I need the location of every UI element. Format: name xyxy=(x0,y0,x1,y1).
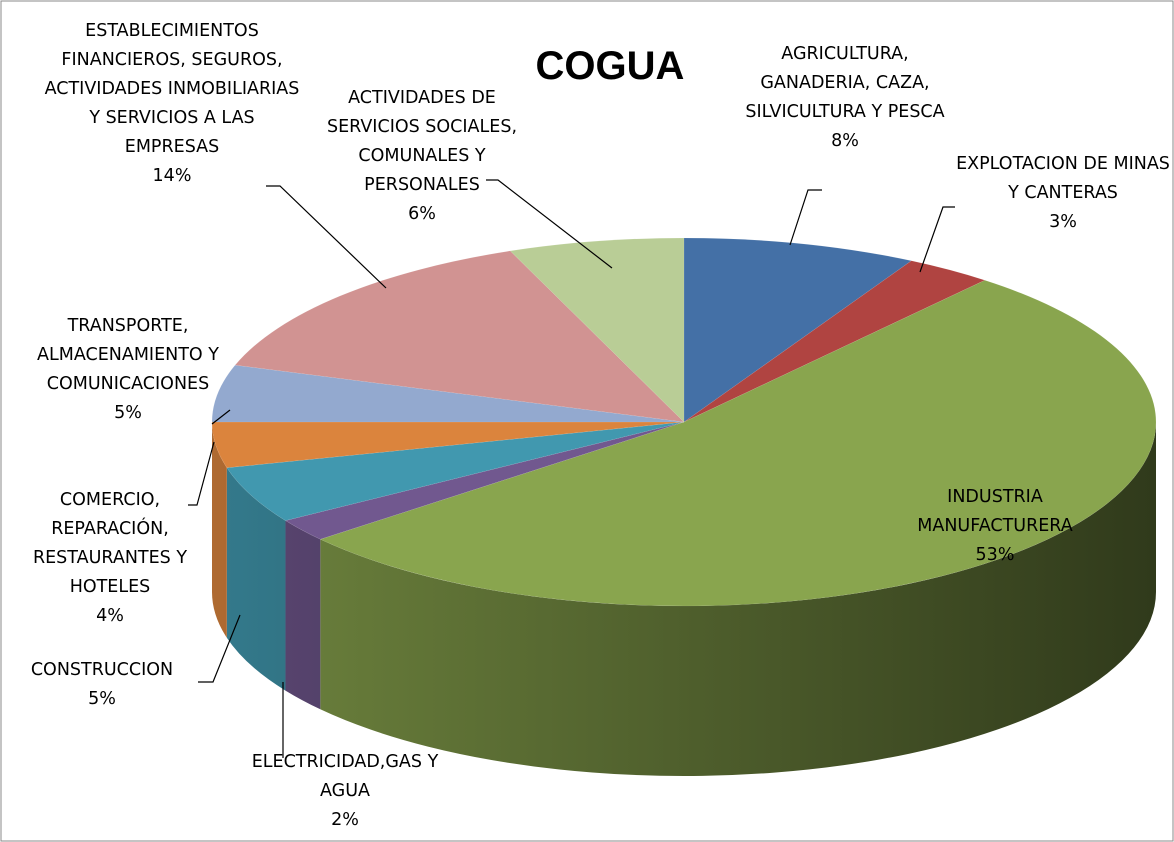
data-label: CONSTRUCCION 5% xyxy=(2,656,202,714)
category-label: EXPLOTACION DE MINAS Y CANTERAS xyxy=(956,154,1170,203)
category-label: ACTIVIDADES DE SERVICIOS SOCIALES, COMUN… xyxy=(326,88,518,195)
data-label: AGRICULTURA, GANADERIA, CAZA, SILVICULTU… xyxy=(725,40,965,156)
slice xyxy=(211,421,685,469)
data-label: EXPLOTACION DE MINAS Y CANTERAS 3% xyxy=(951,150,1174,237)
slice xyxy=(234,250,685,423)
value-label: 5% xyxy=(88,689,116,709)
value-label: 4% xyxy=(96,606,124,626)
category-label: ELECTRICIDAD,GAS Y AGUA xyxy=(251,752,439,801)
category-label: ESTABLECIMIENTOS FINANCIEROS, SEGUROS, A… xyxy=(44,21,300,157)
slice-side xyxy=(320,422,1156,776)
category-label: INDUSTRIA MANUFACTURERA xyxy=(917,487,1073,536)
slice-side xyxy=(212,422,227,638)
value-label: 8% xyxy=(831,131,859,151)
value-label: 53% xyxy=(975,545,1015,565)
slice xyxy=(683,260,986,423)
data-label: INDUSTRIA MANUFACTURERA 53% xyxy=(880,483,1110,570)
slice-side xyxy=(285,520,321,710)
leader-line xyxy=(188,441,215,506)
category-label: TRANSPORTE, ALMACENAMIENTO Y COMUNICACIO… xyxy=(37,316,219,394)
slice xyxy=(683,237,912,423)
category-label: AGRICULTURA, GANADERIA, CAZA, SILVICULTU… xyxy=(745,44,945,122)
leader-line xyxy=(486,179,613,269)
category-label: COMERCIO, REPARACIÓN, RESTAURANTES Y HOT… xyxy=(32,490,188,597)
slice xyxy=(319,279,1157,607)
slice xyxy=(509,237,685,423)
value-label: 3% xyxy=(1049,212,1077,232)
slice xyxy=(226,421,685,521)
slice-side xyxy=(226,467,286,691)
leader-line xyxy=(266,185,387,289)
slice xyxy=(284,421,685,540)
value-label: 5% xyxy=(114,403,142,423)
data-label: ESTABLECIMIENTOS FINANCIEROS, SEGUROS, A… xyxy=(41,17,303,191)
leader-line xyxy=(919,206,955,273)
data-label: COMERCIO, REPARACIÓN, RESTAURANTES Y HOT… xyxy=(10,486,210,631)
data-label: TRANSPORTE, ALMACENAMIENTO Y COMUNICACIO… xyxy=(18,312,238,428)
data-label: ACTIVIDADES DE SERVICIOS SOCIALES, COMUN… xyxy=(322,84,522,229)
value-label: 2% xyxy=(331,810,359,830)
category-label: CONSTRUCCION xyxy=(30,660,174,680)
leader-line xyxy=(198,614,241,683)
value-label: 6% xyxy=(408,204,436,224)
leader-line xyxy=(789,189,822,246)
leader-line xyxy=(211,409,231,425)
value-label: 14% xyxy=(152,166,192,186)
chart-title: COGUA xyxy=(535,44,685,88)
data-label: ELECTRICIDAD,GAS Y AGUA 2% xyxy=(225,748,465,835)
slice xyxy=(211,364,685,423)
